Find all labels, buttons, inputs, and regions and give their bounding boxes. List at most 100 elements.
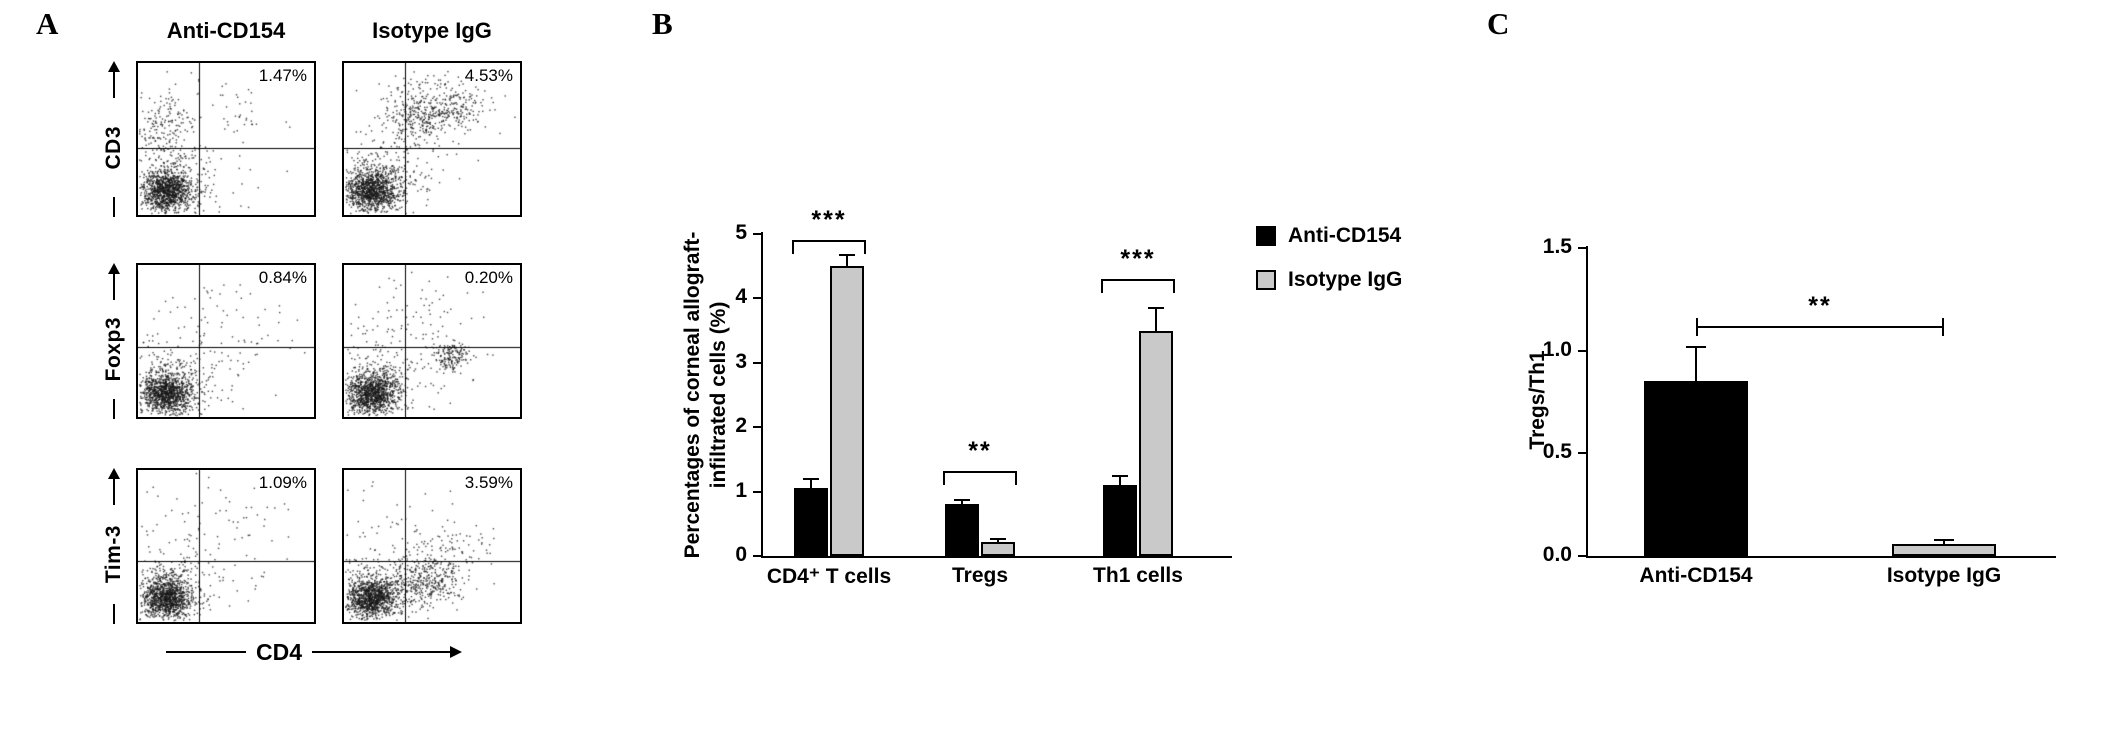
quadrant-percentage: 0.20% — [464, 268, 513, 287]
legend-item-isotype-igg: Isotype IgG — [1256, 268, 1402, 292]
axis-line — [166, 651, 246, 653]
panel-b-label: B — [652, 6, 673, 41]
error-bar — [961, 499, 963, 507]
y-tick-label: 3 — [735, 349, 747, 373]
significance-stars: ** — [1808, 292, 1832, 321]
bar — [1103, 485, 1137, 556]
significance-tick — [1942, 318, 1944, 337]
x-category-label: Anti-CD154 — [1639, 564, 1753, 587]
y-tick-mark — [753, 297, 761, 300]
y-tick-mark — [753, 233, 761, 235]
y-tick-mark — [753, 361, 761, 364]
flow-x-axis: CD4 — [166, 638, 462, 665]
y-tick-label: 1.5 — [1542, 235, 1572, 258]
quadrant-percentage: 0.84% — [258, 268, 307, 287]
error-bar-cap — [1148, 307, 1164, 310]
error-bar-cap — [803, 477, 819, 480]
error-bar — [997, 539, 999, 544]
y-tick-label: 2 — [735, 414, 747, 438]
flow-scatter-canvas — [344, 63, 520, 215]
y-tick-mark — [753, 490, 761, 493]
x-axis-line — [761, 556, 1232, 558]
y-tick-label: 5 — [735, 221, 747, 244]
flow-scatter-canvas — [138, 63, 314, 215]
bar — [1892, 543, 1996, 556]
flow-plot-tim3-anti-cd154: 1.09% — [136, 468, 316, 624]
significance-tick — [792, 240, 794, 255]
y-tick-mark — [753, 555, 761, 557]
flow-plot-cd3-anti-cd154: 1.47% — [136, 61, 316, 217]
significance-stars: *** — [811, 206, 847, 235]
y-axis-line — [1586, 246, 1588, 556]
x-axis-line — [1586, 556, 2056, 558]
flow-scatter-canvas — [138, 265, 314, 417]
legend-label: Anti-CD154 — [1288, 224, 1402, 247]
flow-scatter-canvas — [344, 265, 520, 417]
legend-item-anti-cd154: Anti-CD154 — [1256, 224, 1402, 248]
y-tick-label: 0.0 — [1542, 543, 1572, 566]
quadrant-percentage: 3.59% — [464, 473, 513, 492]
error-bar-cap — [954, 498, 970, 501]
error-bar-cap — [1934, 538, 1954, 541]
right-arrow-icon — [450, 646, 462, 658]
bar — [945, 504, 979, 556]
error-bar-cap — [1686, 345, 1706, 348]
y-axis-line — [761, 232, 763, 556]
flow-scatter-canvas — [344, 470, 520, 622]
error-bar-cap — [1112, 474, 1128, 477]
x-category-label: CD4⁺ T cells — [766, 565, 892, 588]
axis-line — [113, 603, 115, 624]
error-bar-cap — [990, 538, 1006, 541]
y-tick-mark — [753, 426, 761, 429]
significance-tick — [1015, 470, 1017, 485]
quadrant-percentage: 1.09% — [258, 473, 307, 492]
chart-b-legend: Anti-CD154 Isotype IgG — [1256, 224, 1402, 292]
quadrant-percentage: 4.53% — [464, 66, 513, 85]
error-bar — [846, 254, 848, 269]
significance-tick — [1696, 318, 1698, 337]
legend-label: Isotype IgG — [1288, 268, 1403, 291]
significance-line — [1696, 326, 1944, 329]
significance-line — [1101, 279, 1175, 282]
significance-tick — [1173, 279, 1175, 294]
up-arrow-icon — [108, 61, 120, 98]
significance-tick — [864, 240, 866, 255]
flow-y-axis-cd3: CD3 — [96, 61, 132, 217]
flow-y-axis-foxp3: Foxp3 — [96, 263, 132, 419]
flow-plot-tim3-isotype-igg: 3.59% — [342, 468, 522, 624]
bar — [830, 266, 864, 556]
legend-swatch-1 — [1256, 270, 1276, 290]
error-bar-cap — [839, 253, 855, 256]
x-category-label: Isotype IgG — [1886, 564, 2002, 587]
flow-x-axis-label: CD4 — [256, 638, 303, 665]
up-arrow-icon — [108, 263, 120, 300]
significance-tick — [1101, 279, 1103, 294]
bar — [1644, 381, 1748, 556]
flow-y-axis-tim3: Tim-3 — [96, 468, 132, 624]
x-category-label: Th1 cells — [1093, 564, 1183, 587]
flow-plot-foxp3-anti-cd154: 0.84% — [136, 263, 316, 419]
y-tick-mark — [1578, 247, 1586, 249]
flow-plot-foxp3-isotype-igg: 0.20% — [342, 263, 522, 419]
axis-line — [113, 399, 115, 419]
y-tick-label: 1.0 — [1542, 337, 1572, 361]
bar — [1139, 330, 1173, 556]
error-bar — [1155, 308, 1157, 333]
panel-a-col-header-anti-cd154: Anti-CD154 — [166, 18, 286, 43]
y-tick-mark — [1578, 555, 1586, 557]
quadrant-percentage: 1.47% — [258, 66, 307, 85]
error-bar — [1695, 346, 1697, 384]
error-bar — [1943, 539, 1945, 546]
x-category-label: Tregs — [951, 564, 1009, 587]
axis-line — [113, 196, 115, 217]
y-tick-label: 1 — [735, 478, 747, 502]
flow-scatter-canvas — [138, 470, 314, 622]
significance-line — [792, 240, 866, 243]
significance-tick — [943, 470, 945, 485]
flow-plot-cd3-isotype-igg: 4.53% — [342, 61, 522, 217]
y-tick-label: 4 — [735, 285, 747, 309]
significance-line — [943, 470, 1017, 473]
up-arrow-icon — [108, 468, 120, 505]
